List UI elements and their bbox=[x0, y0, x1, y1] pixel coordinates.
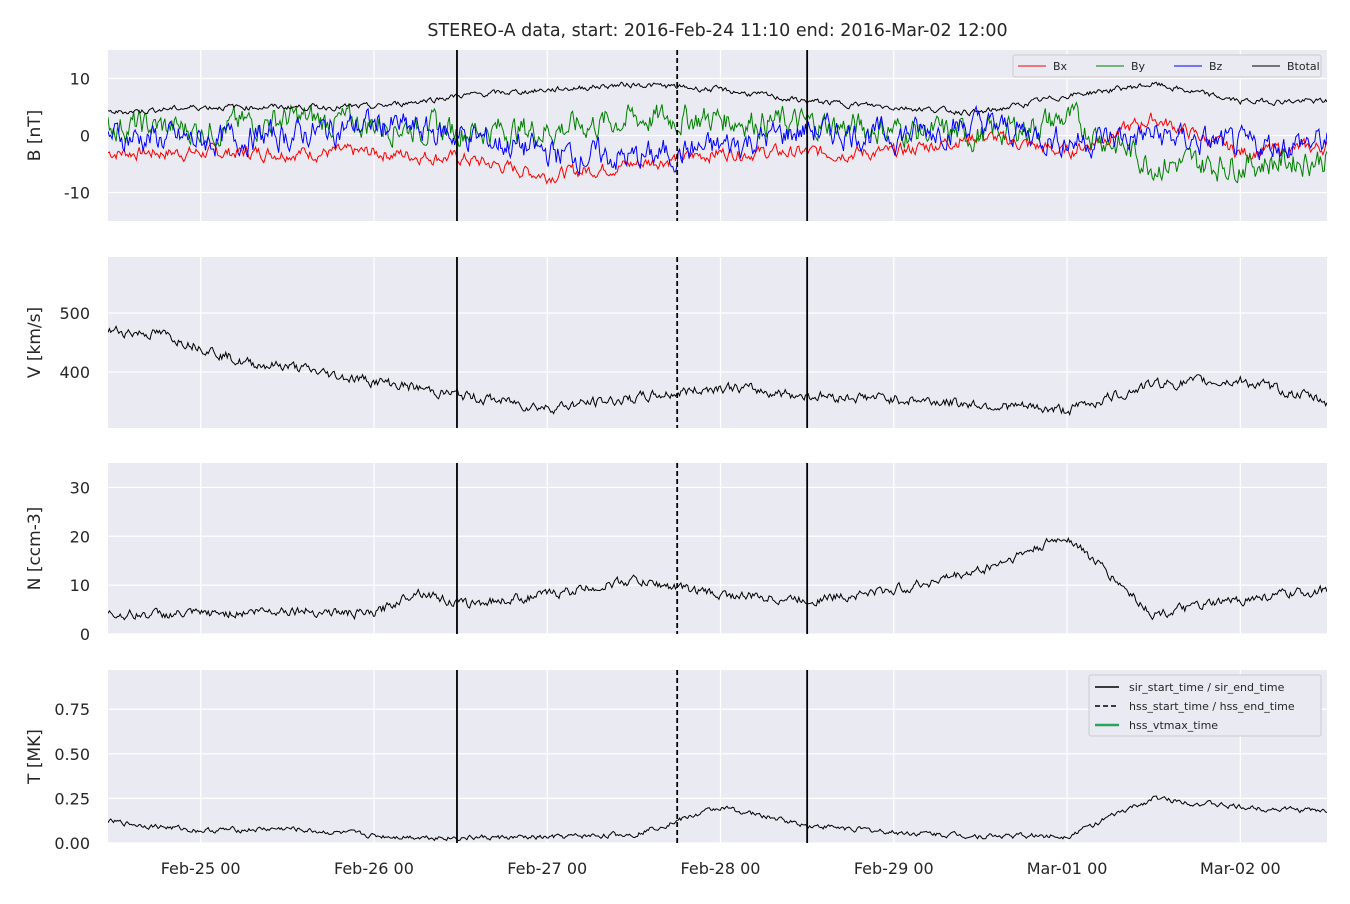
legend-label: hss_vtmax_time bbox=[1129, 719, 1218, 732]
series-line-bx bbox=[108, 112, 1327, 185]
b-legend: Bx By Bz Btotal bbox=[1012, 54, 1322, 78]
x-tick-label: Feb-25 00 bbox=[161, 859, 241, 878]
plot-area bbox=[108, 257, 1327, 428]
y-tick-label: 10 bbox=[70, 70, 90, 89]
y-tick-label: 0.50 bbox=[54, 745, 90, 764]
y-tick-label: 500 bbox=[59, 304, 90, 323]
y-tick-label: 20 bbox=[70, 527, 90, 546]
y-tick-label: 400 bbox=[59, 363, 90, 382]
x-tick-label: Mar-02 00 bbox=[1200, 859, 1281, 878]
panel-3: 0 10 20 30 N [ccm-3] bbox=[25, 463, 1327, 644]
event-legend: sir_start_time / sir_end_time hss_start_t… bbox=[1088, 674, 1322, 737]
legend-label: hss_start_time / hss_end_time bbox=[1129, 700, 1295, 713]
plot-area bbox=[108, 463, 1327, 634]
series-line-btotal bbox=[108, 81, 1327, 117]
y-axis-label: V [km/s] bbox=[25, 307, 45, 378]
legend-label: Bz bbox=[1209, 60, 1223, 73]
legend-label: By bbox=[1131, 60, 1146, 73]
x-tick-label: Feb-28 00 bbox=[681, 859, 761, 878]
y-tick-label: 0.75 bbox=[54, 700, 90, 719]
y-tick-label: 0.25 bbox=[54, 789, 90, 808]
series-line-bz bbox=[108, 104, 1327, 177]
x-tick-label: Feb-27 00 bbox=[507, 859, 587, 878]
y-tick-label: 10 bbox=[70, 576, 90, 595]
y-axis-label: B [nT] bbox=[25, 110, 45, 162]
y-tick-label: 30 bbox=[70, 478, 90, 497]
y-axis-label: N [ccm-3] bbox=[25, 507, 45, 591]
legend-label: Btotal bbox=[1287, 60, 1320, 73]
y-tick-label: 0 bbox=[80, 127, 90, 146]
y-tick-label: 0 bbox=[80, 625, 90, 644]
series-line-panel2 bbox=[108, 325, 1327, 416]
series-line-panel3 bbox=[108, 536, 1327, 621]
panel-4: 0.00 0.25 0.50 0.75 T [MK] sir_start_time / s… bbox=[25, 670, 1327, 853]
legend-label: Bx bbox=[1053, 60, 1068, 73]
y-tick-label: 0.00 bbox=[54, 834, 90, 853]
series-line-panel4 bbox=[108, 795, 1327, 842]
x-tick-label: Mar-01 00 bbox=[1027, 859, 1108, 878]
x-tick-label: Feb-29 00 bbox=[854, 859, 934, 878]
panel-1: -10 0 10 B [nT] Bx By Bz Btotal bbox=[25, 50, 1327, 221]
legend-label: sir_start_time / sir_end_time bbox=[1129, 681, 1285, 694]
x-tick-label: Feb-26 00 bbox=[334, 859, 414, 878]
chart-title: STEREO-A data, start: 2016-Feb-24 11:10 … bbox=[427, 21, 1007, 41]
y-axis-label: T [MK] bbox=[25, 729, 45, 785]
panel-2: 400 500 V [km/s] bbox=[25, 257, 1327, 428]
y-tick-label: -10 bbox=[64, 184, 90, 203]
